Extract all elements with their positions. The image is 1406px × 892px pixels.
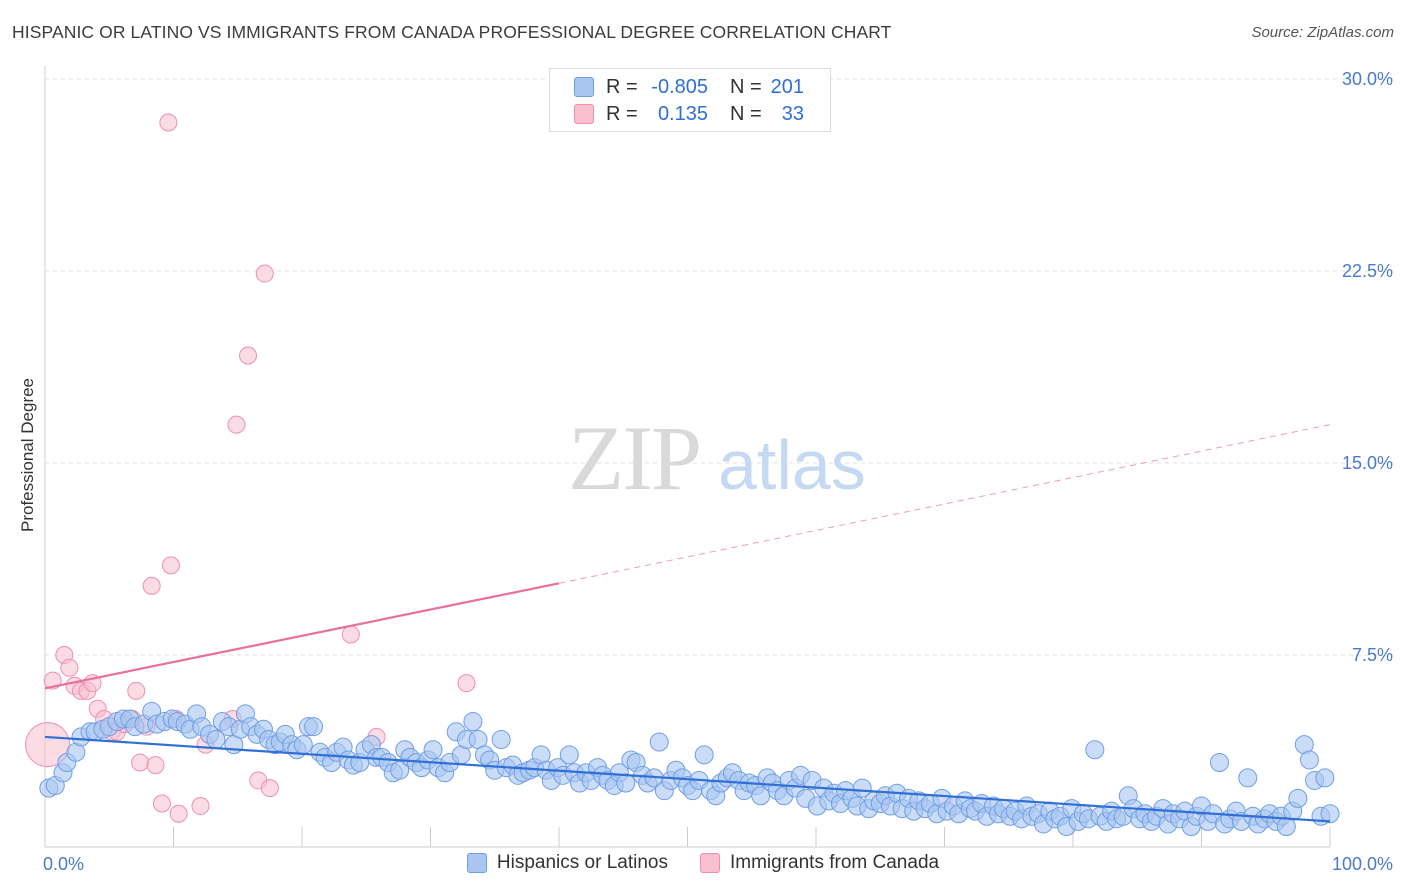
data-point-hispanic	[304, 717, 324, 737]
trend-line-canada	[44, 582, 560, 690]
data-point-hispanic	[1320, 804, 1340, 824]
correlation-legend: R = -0.805 N = 201 R = 0.135 N = 33	[549, 68, 831, 132]
y-tick-label: 15.0%	[1342, 453, 1393, 473]
data-point-canada	[341, 625, 360, 644]
data-point-hispanic	[1315, 768, 1335, 788]
data-point-canada	[146, 756, 165, 775]
data-point-canada	[227, 415, 246, 434]
legend-swatch-pink	[700, 853, 720, 873]
legend-r-label: R =	[606, 75, 638, 98]
legend-n-value: 33	[781, 102, 804, 125]
data-point-hispanic	[1209, 753, 1229, 773]
data-point-hispanic	[293, 735, 313, 755]
data-point-canada	[131, 753, 150, 772]
data-point-canada	[457, 674, 476, 693]
data-point-hispanic	[1288, 788, 1308, 808]
data-point-canada	[159, 113, 178, 132]
chart-title: HISPANIC OR LATINO VS IMMIGRANTS FROM CA…	[12, 22, 892, 42]
data-point-canada	[239, 346, 258, 365]
data-point-canada	[255, 264, 274, 283]
watermark: ZIP atlas	[568, 407, 866, 509]
data-point-hispanic	[463, 712, 483, 732]
data-point-canada	[127, 681, 146, 700]
data-point-canada	[25, 722, 71, 768]
legend-r-value: 0.135	[657, 102, 708, 125]
legend-label: Hispanics or Latinos	[496, 852, 668, 873]
legend-label: Immigrants from Canada	[730, 852, 940, 873]
data-point-canada	[169, 804, 188, 823]
x-tick-label: 0.0%	[43, 854, 84, 874]
legend-n-label: N =	[730, 102, 762, 125]
watermark-zip: ZIP	[568, 407, 700, 509]
watermark-atlas: atlas	[718, 426, 866, 504]
legend-n-value: 201	[770, 75, 804, 98]
data-point-canada	[60, 658, 79, 677]
chart-source: Source: ZipAtlas.com	[1251, 24, 1394, 41]
legend-swatch-pink	[574, 104, 594, 124]
data-point-hispanic	[852, 778, 872, 798]
y-tick-label: 30.0%	[1342, 69, 1393, 89]
gridlines	[45, 78, 1395, 656]
data-point-hispanic	[616, 773, 636, 793]
data-point-hispanic	[1238, 768, 1258, 788]
data-point-hispanic	[694, 745, 714, 765]
data-point-hispanic	[1085, 740, 1105, 760]
legend-n-label: N =	[730, 75, 762, 98]
data-point-canada	[142, 576, 161, 595]
series-legend: Hispanics or Latinos Immigrants from Can…	[0, 852, 1406, 874]
legend-r-value: -0.805	[651, 75, 708, 98]
legend-swatch-blue	[466, 853, 487, 873]
legend-r-label: R =	[606, 102, 638, 125]
x-tick-label: 100.0%	[1332, 854, 1393, 874]
data-point-hispanic	[649, 732, 669, 752]
series-hispanics-or-latinos	[39, 701, 1340, 837]
y-tick-label: 7.5%	[1352, 645, 1393, 665]
data-point-hispanic	[491, 729, 511, 749]
legend-item-canada[interactable]: Immigrants from Canada	[700, 852, 939, 874]
legend-row-hispanics: R = -0.805 N = 201	[574, 74, 804, 100]
data-point-hispanic	[423, 740, 443, 760]
legend-row-canada: R = 0.135 N = 33	[574, 101, 804, 127]
tick-labels: 7.5% 15.0% 22.5% 30.0% 0.0% 100.0%	[43, 69, 1393, 874]
data-point-hispanic	[559, 745, 579, 765]
y-tick-label: 22.5%	[1342, 261, 1393, 281]
data-point-canada	[191, 797, 210, 816]
legend-swatch-blue	[574, 77, 594, 97]
data-point-canada	[152, 794, 171, 813]
data-point-canada	[260, 779, 279, 798]
data-point-hispanic	[1299, 750, 1319, 770]
axes	[44, 66, 1331, 848]
legend-item-hispanics[interactable]: Hispanics or Latinos	[466, 852, 668, 874]
trend-lines	[44, 424, 1331, 823]
data-point-canada	[161, 556, 180, 575]
trend-line-hispanics	[44, 735, 1331, 823]
